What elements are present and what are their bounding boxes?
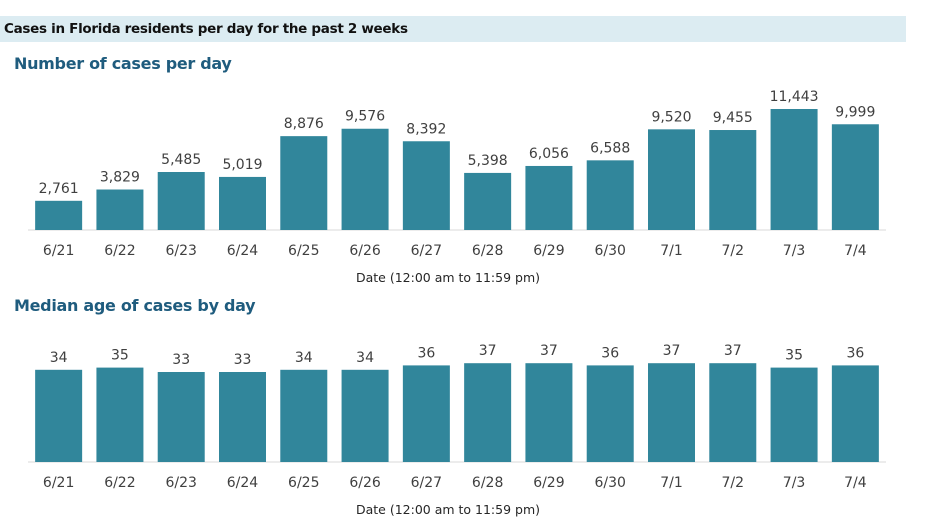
median-age-x-tick-label: 7/3: [783, 475, 806, 491]
median-age-x-tick-label: 6/29: [533, 475, 564, 491]
median-age-x-axis-label: Date (12:00 am to 11:59 pm): [356, 502, 540, 517]
median-age-value-label: 37: [663, 343, 681, 359]
median-age-x-tick-label: 6/27: [411, 475, 442, 491]
median-age-x-tick-label: 6/23: [165, 475, 196, 491]
median-age-x-tick-label: 7/2: [722, 475, 745, 491]
median-age-bar: [157, 372, 205, 462]
median-age-bar: [525, 363, 573, 462]
median-age-value-label: 34: [356, 350, 374, 366]
cases-x-tick-label: 6/21: [43, 243, 74, 259]
cases-value-label: 9,455: [713, 110, 753, 126]
median-age-x-tick-label: 6/21: [43, 475, 74, 491]
median-age-bar: [219, 372, 266, 462]
median-age-x-tick-label: 6/24: [227, 475, 259, 491]
cases-x-tick-label: 6/27: [411, 243, 442, 259]
median-age-bar: [709, 363, 757, 462]
cases-per-day-chart: 2,761 6/21 3,829 6/22 5,485 6/23 5,019 6/24 8,87…: [28, 89, 886, 285]
cases-x-tick-label: 6/24: [227, 243, 259, 259]
cases-chart-title: Number of cases per day: [14, 54, 232, 73]
cases-value-label: 11,443: [770, 89, 819, 105]
cases-x-tick-label: 6/22: [104, 243, 135, 259]
median-age-value-label: 37: [540, 343, 558, 359]
median-age-x-tick-label: 6/26: [349, 475, 381, 491]
cases-value-label: 6,588: [590, 140, 630, 156]
median-age-bar: [96, 367, 144, 462]
median-age-value-label: 36: [417, 345, 435, 361]
cases-x-tick-label: 6/28: [472, 243, 503, 259]
median-age-bar: [831, 365, 879, 462]
median-age-value-label: 37: [724, 343, 742, 359]
cases-bar: [96, 189, 144, 230]
cases-bar: [280, 136, 328, 230]
median-age-bar: [586, 365, 634, 462]
cases-x-tick-label: 7/2: [722, 243, 745, 259]
cases-x-tick-label: 7/1: [660, 243, 683, 259]
median-age-bar: [280, 369, 328, 462]
median-age-value-label: 34: [295, 350, 313, 366]
cases-x-tick-label: 7/4: [844, 243, 867, 259]
median-age-value-label: 37: [479, 343, 497, 359]
median-age-bar: [341, 369, 389, 462]
cases-bar: [770, 109, 818, 230]
cases-bar: [648, 129, 695, 230]
cases-bar: [35, 200, 83, 230]
cases-value-label: 2,761: [39, 181, 79, 197]
median-age-value-label: 36: [846, 345, 864, 361]
median-age-x-tick-label: 6/28: [472, 475, 503, 491]
cases-value-label: 9,520: [651, 109, 691, 125]
cases-x-tick-label: 7/3: [783, 243, 806, 259]
cases-value-label: 8,876: [284, 116, 324, 132]
median-age-value-label: 35: [785, 348, 803, 364]
cases-value-label: 5,398: [468, 153, 508, 169]
cases-value-label: 8,392: [406, 121, 446, 137]
median-age-x-tick-label: 6/30: [594, 475, 625, 491]
median-age-bar: [648, 363, 695, 462]
cases-bar: [219, 176, 266, 230]
median-age-x-tick-label: 7/4: [844, 475, 867, 491]
header-band: [0, 16, 906, 42]
cases-value-label: 9,999: [835, 104, 875, 120]
cases-bar: [831, 124, 879, 230]
cases-value-label: 6,056: [529, 146, 569, 162]
median-age-value-label: 36: [601, 345, 619, 361]
median-age-bar: [464, 363, 512, 462]
median-age-x-tick-label: 6/22: [104, 475, 135, 491]
cases-bar: [157, 172, 205, 230]
cases-bar: [402, 141, 450, 230]
cases-x-tick-label: 6/29: [533, 243, 564, 259]
cases-bar: [464, 172, 512, 230]
median-age-chart: 34 6/21 35 6/22 33 6/23 33 6/24 34 6/25 34 6/26 36 6/…: [28, 343, 886, 517]
median-age-x-tick-label: 6/25: [288, 475, 319, 491]
cases-bar: [525, 165, 573, 230]
cases-bar: [341, 128, 389, 230]
cases-value-label: 5,485: [161, 152, 201, 168]
cases-value-label: 9,576: [345, 109, 385, 125]
cases-x-tick-label: 6/30: [594, 243, 625, 259]
median-age-bar: [402, 365, 450, 462]
cases-x-tick-label: 6/25: [288, 243, 319, 259]
median-age-x-tick-label: 7/1: [660, 475, 683, 491]
median-age-value-label: 35: [111, 348, 129, 364]
cases-x-axis-label: Date (12:00 am to 11:59 pm): [356, 270, 540, 285]
cases-bar: [709, 130, 757, 230]
cases-value-label: 3,829: [100, 170, 140, 186]
median-age-chart-title: Median age of cases by day: [14, 296, 256, 315]
cases-x-tick-label: 6/23: [165, 243, 196, 259]
median-age-value-label: 34: [50, 350, 68, 366]
median-age-value-label: 33: [234, 352, 252, 368]
median-age-value-label: 33: [172, 352, 190, 368]
cases-value-label: 5,019: [222, 157, 262, 173]
cases-x-tick-label: 6/26: [349, 243, 381, 259]
page-title: Cases in Florida residents per day for t…: [4, 21, 408, 37]
median-age-bar: [770, 367, 818, 462]
median-age-bar: [35, 369, 83, 462]
cases-bar: [586, 160, 634, 230]
